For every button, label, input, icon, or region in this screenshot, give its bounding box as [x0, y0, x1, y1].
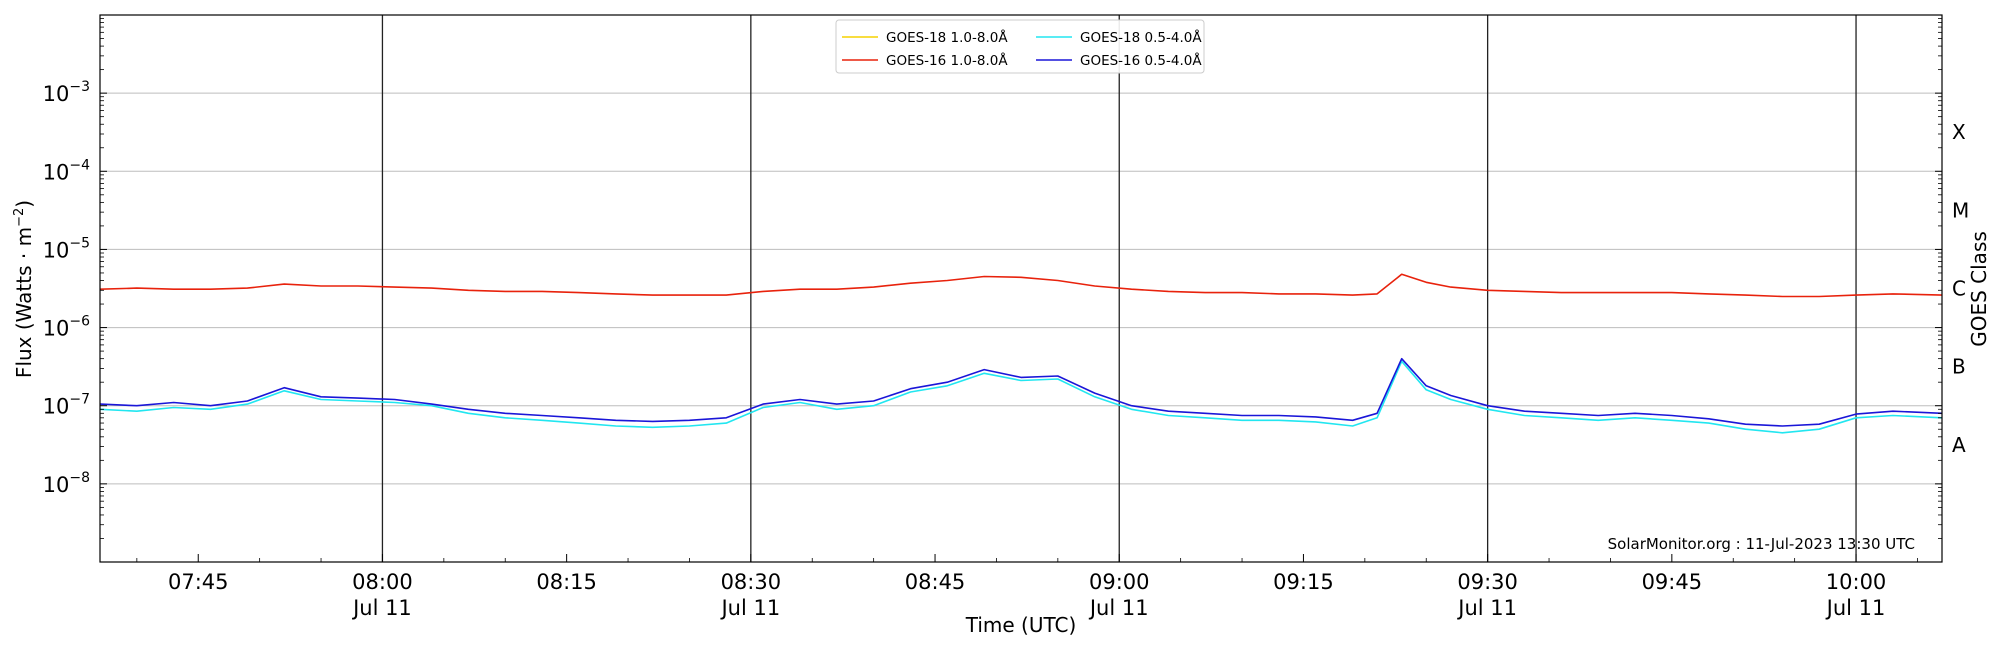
- goes-class-b: B: [1952, 355, 1966, 379]
- goes-class-axis-label: GOES Class: [1967, 231, 1991, 347]
- y-tick-exponent: −6: [69, 314, 90, 330]
- goes-class-c: C: [1952, 277, 1966, 301]
- x-tick-label: 09:15: [1273, 570, 1334, 594]
- y-tick-exponent: −4: [69, 157, 90, 173]
- x-tick-label: 09:30: [1457, 570, 1518, 594]
- goes-class-a: A: [1952, 433, 1966, 457]
- x-tick-label: 10:00: [1826, 570, 1887, 594]
- y-tick-base: 10: [43, 395, 70, 419]
- x-tick-date-label: Jul 11: [1456, 596, 1517, 620]
- y-tick-label: 10−4: [43, 157, 90, 184]
- legend-box: [835, 19, 1205, 74]
- y-tick-label: 10−8: [43, 470, 90, 497]
- y-tick-exponent: −7: [69, 392, 90, 408]
- series-line-goes-16-1-0-8-0: [99, 273, 1943, 298]
- x-tick-label: 08:30: [721, 570, 782, 594]
- y-tick-base: 10: [43, 160, 70, 184]
- x-tick-label: 09:45: [1642, 570, 1703, 594]
- goes-class-labels: A B C M X: [1952, 120, 1969, 457]
- y-axis-label-close: ): [12, 200, 36, 208]
- x-tick-label: 08:45: [905, 570, 966, 594]
- x-tick-label: 07:45: [168, 570, 229, 594]
- y-tick-exponent: −5: [69, 235, 90, 251]
- y-tick-base: 10: [43, 317, 70, 341]
- legend-label-goes-16-1-0-8-0: GOES-16 1.0-8.0Å: [886, 52, 1008, 69]
- y-axis-ticks: 10−810−710−610−510−410−3: [43, 18, 1942, 539]
- svg-text:Flux (Watts · m−2): Flux (Watts · m−2): [12, 200, 36, 378]
- y-axis-label: Flux (Watts · m−2): [12, 200, 36, 378]
- goes-class-m: M: [1952, 198, 1969, 222]
- y-tick-label: 10−6: [43, 314, 90, 341]
- series-line-goes-18-0-5-4-0: [99, 360, 1943, 434]
- y-tick-base: 10: [43, 473, 70, 497]
- y-tick-label: 10−3: [43, 79, 90, 106]
- series-line-goes-16-0-5-4-0: [99, 357, 1943, 427]
- legend-items: GOES-18 1.0-8.0Å GOES-16 1.0-8.0Å GOES-18 …: [842, 29, 1202, 69]
- goes-class-x: X: [1952, 120, 1966, 144]
- y-tick-base: 10: [43, 82, 70, 106]
- y-axis-label-main: Flux (Watts · m: [12, 227, 36, 378]
- y-tick-label: 10−7: [43, 392, 90, 419]
- x-tick-date-label: Jul 11: [719, 596, 780, 620]
- source-annotation: SolarMonitor.org : 11-Jul-2023 13:30 UTC: [1608, 535, 1915, 553]
- plot-frame: [99, 14, 1943, 563]
- x-tick-date-label: Jul 11: [1088, 596, 1149, 620]
- y-tick-label: 10−5: [43, 235, 90, 262]
- series-layer: [99, 273, 1943, 434]
- y-tick-exponent: −3: [69, 79, 90, 95]
- x-tick-date-label: Jul 11: [351, 596, 412, 620]
- y-axis-label-exponent: −2: [12, 208, 27, 227]
- legend-label-goes-18-1-0-8-0: GOES-18 1.0-8.0Å: [886, 29, 1008, 46]
- legend: GOES-18 1.0-8.0Å GOES-16 1.0-8.0Å GOES-18 …: [835, 19, 1205, 74]
- x-tick-label: 08:00: [352, 570, 413, 594]
- y-tick-base: 10: [43, 238, 70, 262]
- x-axis-label: Time (UTC): [965, 613, 1077, 637]
- legend-label-goes-18-0-5-4-0: GOES-18 0.5-4.0Å: [1080, 29, 1202, 46]
- x-tick-date-label: Jul 11: [1825, 596, 1886, 620]
- x-tick-label: 09:00: [1089, 570, 1150, 594]
- y-tick-exponent: −8: [69, 470, 90, 486]
- legend-label-goes-16-0-5-4-0: GOES-16 0.5-4.0Å: [1080, 52, 1202, 69]
- x-tick-label: 08:15: [536, 570, 597, 594]
- grid-layer: [100, 92, 1942, 485]
